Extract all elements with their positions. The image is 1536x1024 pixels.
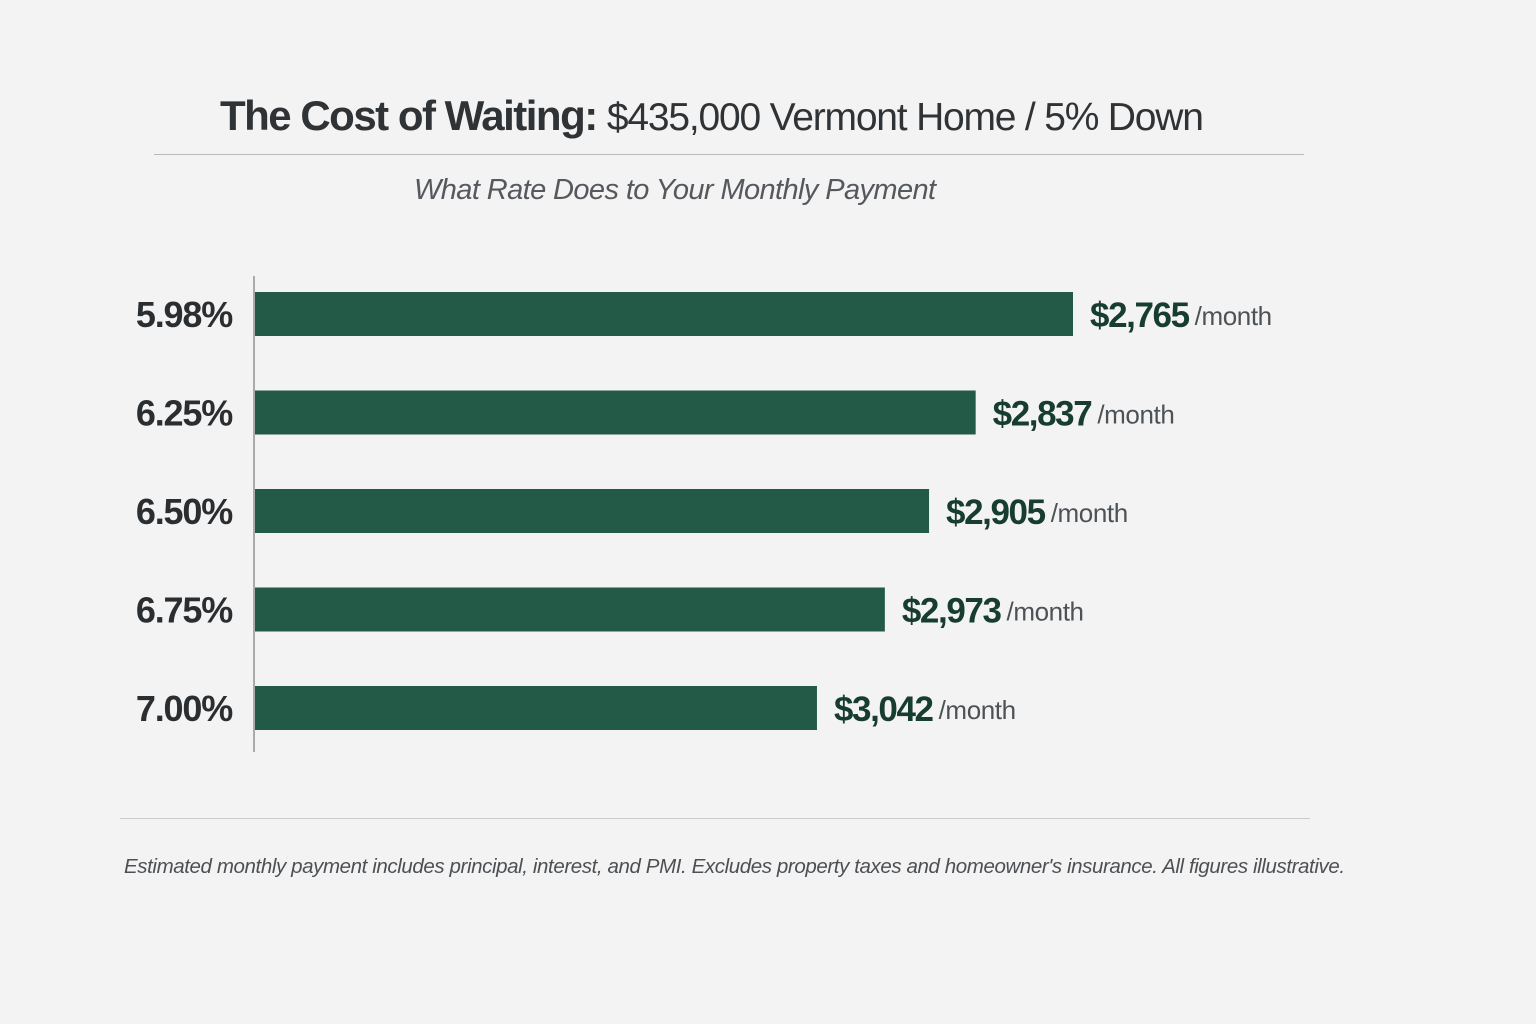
value-label: $2,905 (946, 493, 1046, 532)
value-label: $2,837 (993, 395, 1092, 434)
footer-divider (120, 818, 1310, 819)
footnote: Estimated monthly payment includes princ… (124, 855, 1345, 878)
chart-title-main: The Cost of Waiting: (220, 92, 598, 139)
category-label: 7.00% (136, 688, 233, 729)
unit-label: /month (1195, 301, 1272, 331)
chart-subtitle: What Rate Does to Your Monthly Payment (414, 174, 936, 206)
bars-group: 5.98% $2,765/month 6.25% $2,837/month 6.50% $… (136, 292, 1272, 730)
unit-label: /month (939, 695, 1016, 725)
value-label: $2,973 (902, 592, 1002, 631)
bar (255, 686, 817, 730)
unit-label: /month (1007, 597, 1084, 627)
bar (255, 292, 1073, 336)
category-label: 6.75% (136, 590, 233, 631)
value-label: $2,765 (1090, 296, 1190, 335)
bar (255, 390, 976, 435)
unit-label: /month (1051, 498, 1128, 528)
unit-label: /month (1097, 400, 1174, 430)
chart-title-rest: $435,000 Vermont Home / 5% Down (606, 96, 1204, 139)
category-label: 6.50% (136, 491, 233, 532)
title-divider (154, 154, 1304, 155)
category-label: 6.25% (136, 393, 233, 434)
chart-title: The Cost of Waiting: $435,000 Vermont Ho… (220, 88, 1320, 146)
bar (255, 587, 885, 632)
category-label: 5.98% (136, 294, 233, 335)
bar (255, 489, 930, 533)
value-label: $3,042 (834, 690, 934, 729)
